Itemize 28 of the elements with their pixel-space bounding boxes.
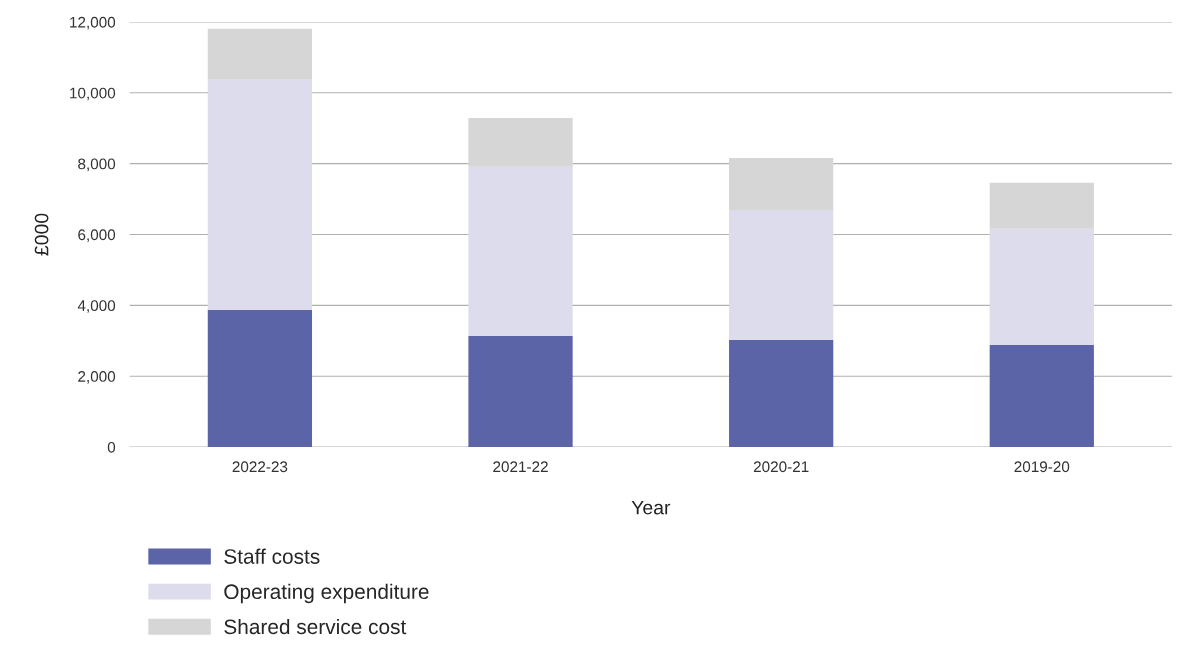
x-tick-label: 2021-22 (493, 461, 548, 473)
bar (207, 28, 313, 80)
x-tick-label: 2022-23 (232, 461, 288, 473)
bar (729, 340, 834, 448)
bar (468, 335, 573, 448)
y-tick-label: 4,000 (77, 300, 116, 313)
y-tick-label: 6,000 (78, 229, 116, 242)
bar (989, 345, 1094, 448)
legend-label: Staff costs (224, 548, 320, 564)
y-tick-label: 10,000 (70, 87, 116, 101)
bar (989, 182, 1094, 229)
bar (729, 210, 834, 341)
y-tick-label: 12,000 (70, 16, 116, 30)
bar (207, 79, 313, 310)
x-axis-title: Year (631, 500, 671, 515)
legend-label: Operating expenditure (224, 583, 429, 604)
bar (468, 117, 573, 167)
x-tick-label: 2019-20 (1014, 461, 1070, 473)
bar (729, 157, 834, 211)
bar (989, 228, 1094, 346)
x-tick-label: 2020-21 (753, 461, 809, 473)
y-axis-title: £000 (34, 213, 49, 256)
bar (207, 309, 313, 448)
y-tick-label: 0 (107, 441, 116, 453)
y-tick-label: 2,000 (78, 371, 116, 384)
bar (468, 166, 573, 336)
y-tick-label: 8,000 (78, 158, 116, 172)
legend-label: Shared service cost (224, 618, 407, 635)
